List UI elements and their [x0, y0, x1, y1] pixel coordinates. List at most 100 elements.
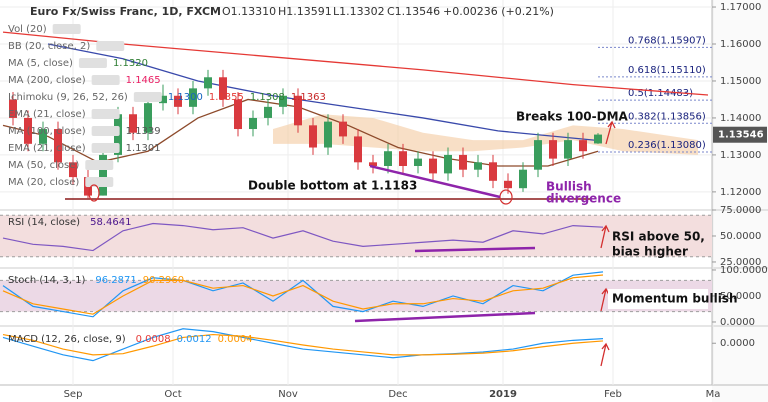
x-tick-label: Ma [706, 389, 721, 400]
indicator-controls [52, 24, 81, 34]
candle-body [564, 140, 572, 159]
ohlc-close: C1.13546 [387, 5, 440, 18]
indicator-name: EMA (21, close) [8, 109, 86, 120]
ohlc-low: L1.13302 [333, 5, 385, 18]
indicator-readout: 1.1355 [209, 92, 244, 103]
candle-body [474, 162, 482, 170]
candle-body [459, 154, 467, 170]
bottom-circle [88, 184, 100, 202]
indicator-line [2, 328, 604, 362]
price-axis [712, 0, 768, 402]
candle-body [144, 103, 152, 133]
indicator-readout: 1.1363 [291, 92, 326, 103]
candle-body [129, 114, 137, 133]
indicator-title: Stoch (14, 3, 1) [8, 275, 85, 286]
indicator-controls [91, 75, 120, 85]
candle-body [279, 95, 287, 107]
indicator-readout: 1.1465 [126, 75, 161, 86]
candle-body [549, 140, 557, 159]
indicator-controls [96, 41, 125, 51]
candle-body [339, 121, 347, 137]
candle-body [489, 162, 497, 181]
indicator-name: Vol (20) [8, 24, 47, 35]
ohlc-open: O1.13310 [222, 5, 276, 18]
indicator-title: MACD (12, 26, close, 9) [8, 334, 126, 345]
indicator-line [2, 333, 604, 356]
indicator-controls [91, 109, 120, 119]
moving-average [47, 43, 599, 142]
candle-body [264, 106, 272, 118]
indicator-readout: 0.0012 [177, 334, 212, 345]
annotation: bias higher [612, 245, 688, 259]
y-tick-label: 0.0000 [720, 338, 755, 349]
candle-body [24, 117, 32, 144]
header: Euro Fx/Swiss Franc, 1D, FXCM O1.13310 H… [30, 5, 554, 18]
indicator-readout: 1.1308 [250, 92, 285, 103]
candle-body [414, 158, 422, 167]
x-tick-label: Nov [278, 389, 298, 400]
candle-body [249, 117, 257, 130]
annotation-box [608, 289, 708, 309]
y-tick-label: 50.0000 [720, 291, 761, 302]
candle-body [69, 162, 77, 178]
candle-body [174, 95, 182, 107]
indicator-controls [85, 160, 114, 170]
ichimoku-cloud [273, 114, 698, 155]
symbol: Euro Fx/Swiss Franc, 1D, FXCM [30, 5, 221, 18]
indicator-name: MA (100, close) [8, 126, 86, 137]
candle-body [384, 151, 392, 167]
indicator-name: MA (20, close) [8, 177, 79, 188]
indicator-controls [78, 58, 107, 68]
indicator-name: BB (20, close, 2) [8, 41, 90, 52]
arrow [600, 224, 610, 249]
x-tick-label: Sep [64, 389, 83, 400]
indicator-name: Ichimoku (9, 26, 52, 26) [8, 92, 128, 103]
candle-body [159, 95, 167, 104]
arrow [600, 342, 610, 367]
indicator-name: MA (5, close) [8, 58, 73, 69]
fib-label: 0.768(1.15907) [628, 35, 706, 46]
candle-body [309, 125, 317, 148]
indicator-readout: 0.0004 [218, 334, 253, 345]
indicator-line [2, 274, 604, 315]
indicator-readout: 1.1301 [126, 143, 161, 154]
x-tick-label: 2019 [489, 389, 517, 400]
indicator-line [2, 222, 604, 252]
candle-body [324, 121, 332, 148]
indicator-title: RSI (14, close) [8, 217, 80, 228]
y-tick-label: 25.0000 [720, 257, 761, 268]
annotation: Breaks 100-DMA [516, 110, 629, 124]
candle-body [534, 140, 542, 170]
x-tick-label: Oct [164, 389, 181, 400]
y-tick-label: 100.0000 [720, 265, 768, 276]
fib-label: 0.618(1.15110) [628, 65, 706, 76]
fib-label: 0.5(1.14483) [628, 88, 693, 99]
y-tick-label: 1.14000 [720, 113, 761, 124]
candle-body [369, 162, 377, 167]
y-tick-label: 1.12000 [720, 187, 761, 198]
candle-body [99, 154, 107, 196]
y-tick-label: 1.16000 [720, 39, 761, 50]
indicator-readout: 1.1339 [126, 126, 161, 137]
candle-body [204, 77, 212, 89]
change: +0.00236 (+0.21%) [443, 5, 554, 18]
indicator-name: EMA (21, close) [8, 143, 86, 154]
last-price-label: 1.13546 [718, 130, 764, 141]
indicator-readout: 1.1320 [113, 58, 148, 69]
candle-body [234, 99, 242, 130]
annotation: Bullish [546, 180, 592, 194]
candle-body [39, 129, 47, 144]
y-tick-label: 1.15000 [720, 76, 761, 87]
indicator-name: MA (50, close) [8, 160, 79, 171]
last-price-box [713, 126, 767, 143]
arrow [605, 120, 616, 145]
candle-body [189, 88, 197, 107]
y-tick-label: 75.0000 [720, 205, 761, 216]
indicator-readout: 90.2960 [143, 275, 184, 286]
indicator-controls [85, 177, 114, 187]
divergence-line [369, 164, 501, 199]
indicator-readout: 1.1300 [168, 92, 203, 103]
